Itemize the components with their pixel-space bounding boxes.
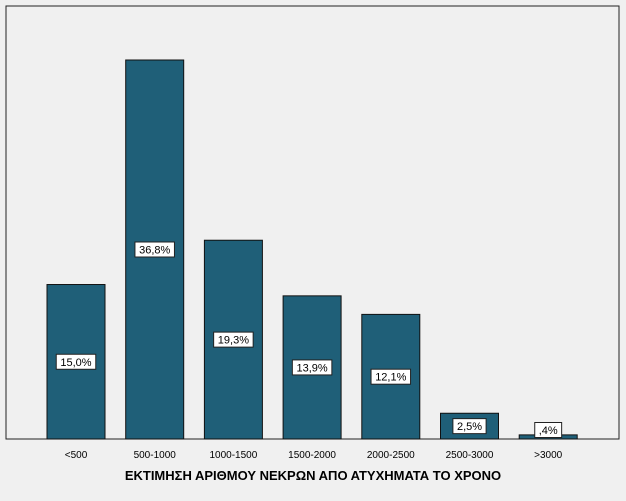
data-label-1: 36,8% (139, 245, 170, 257)
data-label-5: 2,5% (457, 421, 482, 433)
data-label-box-1 (134, 241, 175, 258)
x-axis-title: ΕΚΤΙΜΗΣΗ ΑΡΙΘΜΟΥ ΝΕΚΡΩΝ ΑΠΟ ΑΤΥΧΗΜΑΤΑ ΤΟ… (124, 468, 502, 483)
data-label-4: 12,1% (375, 372, 406, 384)
data-label-box-2 (213, 331, 254, 348)
data-label-box-4 (370, 368, 412, 385)
data-label-box-3 (291, 359, 333, 376)
data-label-6: ,4% (539, 425, 558, 437)
x-tick-label-5: 2500-3000 (446, 450, 494, 461)
x-tick-label-0: <500 (65, 450, 88, 461)
x-tick-label-1: 500-1000 (134, 450, 177, 461)
data-label-3: 13,9% (296, 362, 327, 374)
x-tick-label-6: >3000 (534, 450, 563, 461)
x-tick-labels-group: <500 500-1000 1000-1500 1500-2000 2000-2500 2… (65, 450, 563, 461)
x-tick-label-3: 1500-2000 (288, 450, 336, 461)
data-label-box-6 (534, 422, 563, 438)
data-label-0: 15,0% (60, 357, 91, 369)
x-tick-label-4: 2000-2500 (367, 450, 415, 461)
data-labels-group: 15,0% 36,8% 19,3% 13,9% 12,1% 2,5% ,4% (55, 241, 563, 438)
data-label-box-5 (452, 418, 487, 435)
data-label-box-0 (55, 353, 97, 370)
data-label-2: 19,3% (218, 335, 249, 347)
x-tick-label-2: 1000-1500 (209, 450, 257, 461)
